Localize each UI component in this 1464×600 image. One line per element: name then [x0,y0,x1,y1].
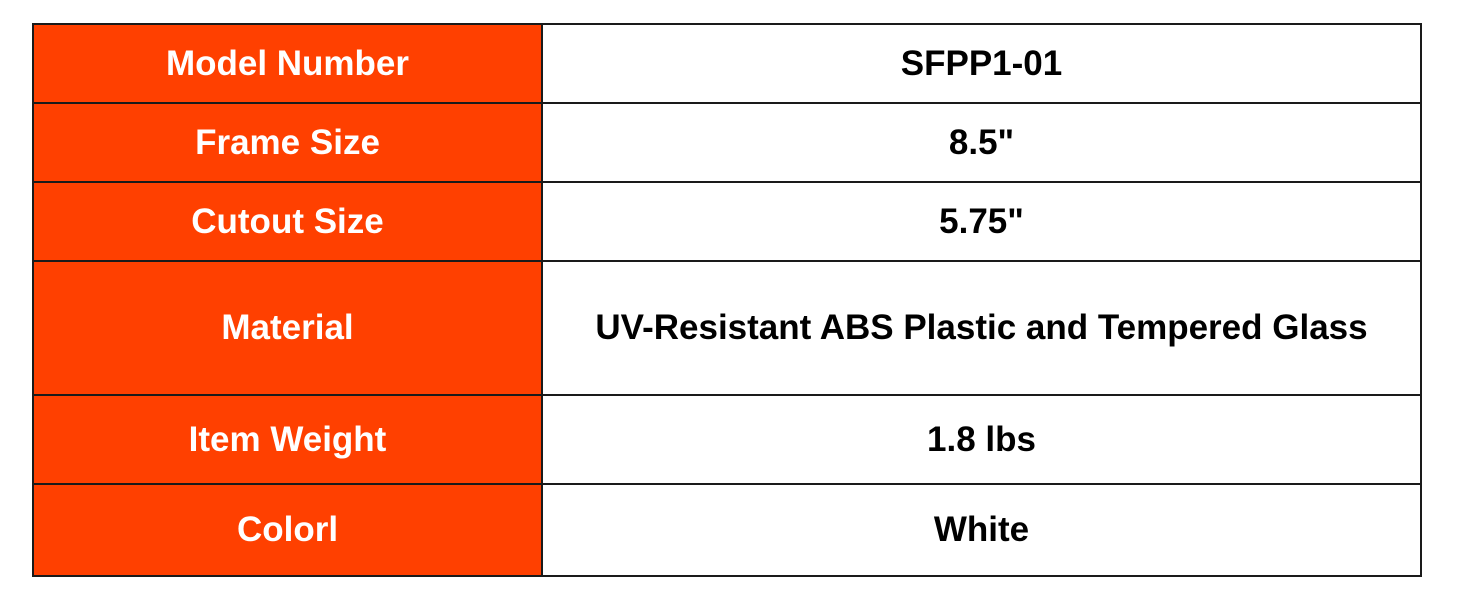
row-label: Colorl [32,483,543,577]
table-row: Material UV-Resistant ABS Plastic and Te… [32,260,1422,396]
row-value: White [541,483,1422,577]
table-row: Item Weight 1.8 lbs [32,394,1422,485]
row-label: Frame Size [32,102,543,183]
row-label: Cutout Size [32,181,543,262]
row-label: Item Weight [32,394,543,485]
table-row: Frame Size 8.5" [32,102,1422,183]
row-value: 1.8 lbs [541,394,1422,485]
table-row: Cutout Size 5.75" [32,181,1422,262]
row-label: Model Number [32,23,543,104]
row-label: Material [32,260,543,396]
row-value: 5.75" [541,181,1422,262]
row-value: UV-Resistant ABS Plastic and Tempered Gl… [541,260,1422,396]
spec-table: Model Number SFPP1-01 Frame Size 8.5" Cu… [32,23,1422,577]
table-row: Model Number SFPP1-01 [32,23,1422,104]
row-value: 8.5" [541,102,1422,183]
table-row: Colorl White [32,483,1422,577]
row-value: SFPP1-01 [541,23,1422,104]
